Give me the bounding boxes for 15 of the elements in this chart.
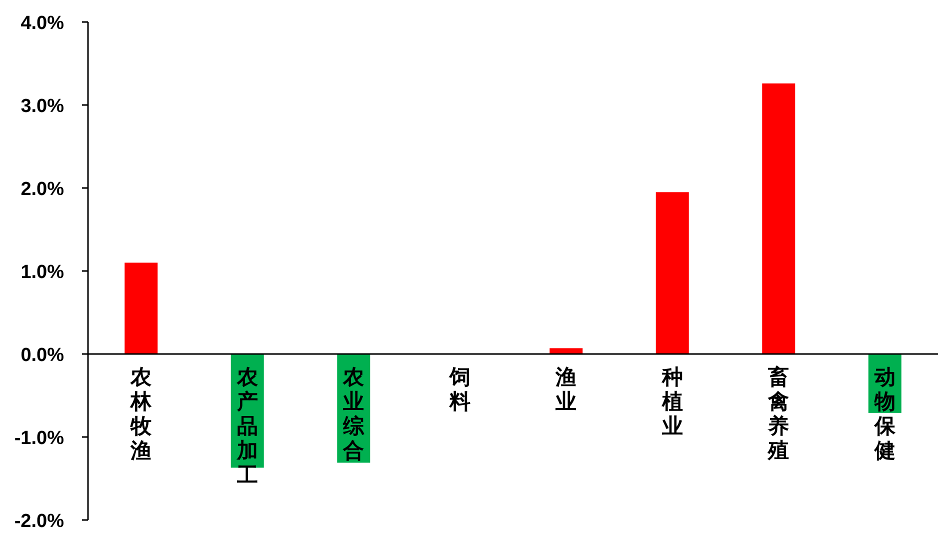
y-tick-label: 0.0% (20, 345, 64, 366)
y-tick-label: -2.0% (14, 511, 64, 532)
y-tick-label: 2.0% (20, 179, 64, 200)
x-tick-label: 动物保健 (873, 366, 896, 462)
x-tick-label: 农业综合 (342, 366, 366, 462)
x-tick-label: 种植业 (660, 366, 683, 438)
x-tick-label: 农产品加工 (236, 366, 259, 487)
y-tick-label: 4.0% (20, 13, 64, 34)
x-tick-label: 农林牧渔 (130, 366, 153, 462)
x-tick-label: 饲料 (448, 366, 470, 414)
y-tick-label: 1.0% (20, 262, 64, 283)
y-tick-label: 3.0% (20, 96, 64, 117)
x-tick-label: 畜禽养殖 (767, 365, 790, 462)
y-tick-label: -1.0% (14, 428, 64, 449)
x-tick-label: 渔业 (554, 366, 577, 414)
